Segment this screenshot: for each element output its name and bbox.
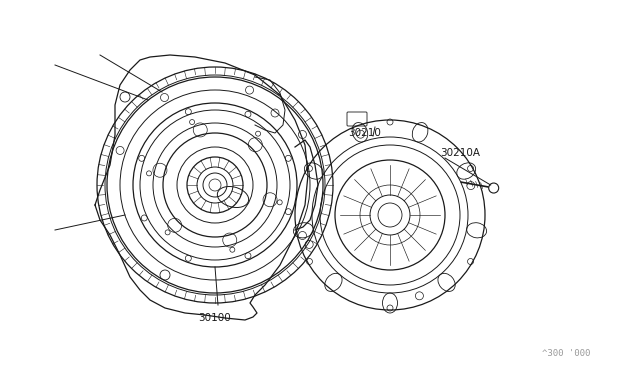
Text: 30210: 30210 — [348, 128, 381, 138]
Text: 30100: 30100 — [198, 313, 231, 323]
Text: 30210A: 30210A — [440, 148, 480, 158]
Text: ^300 '000: ^300 '000 — [541, 349, 590, 358]
